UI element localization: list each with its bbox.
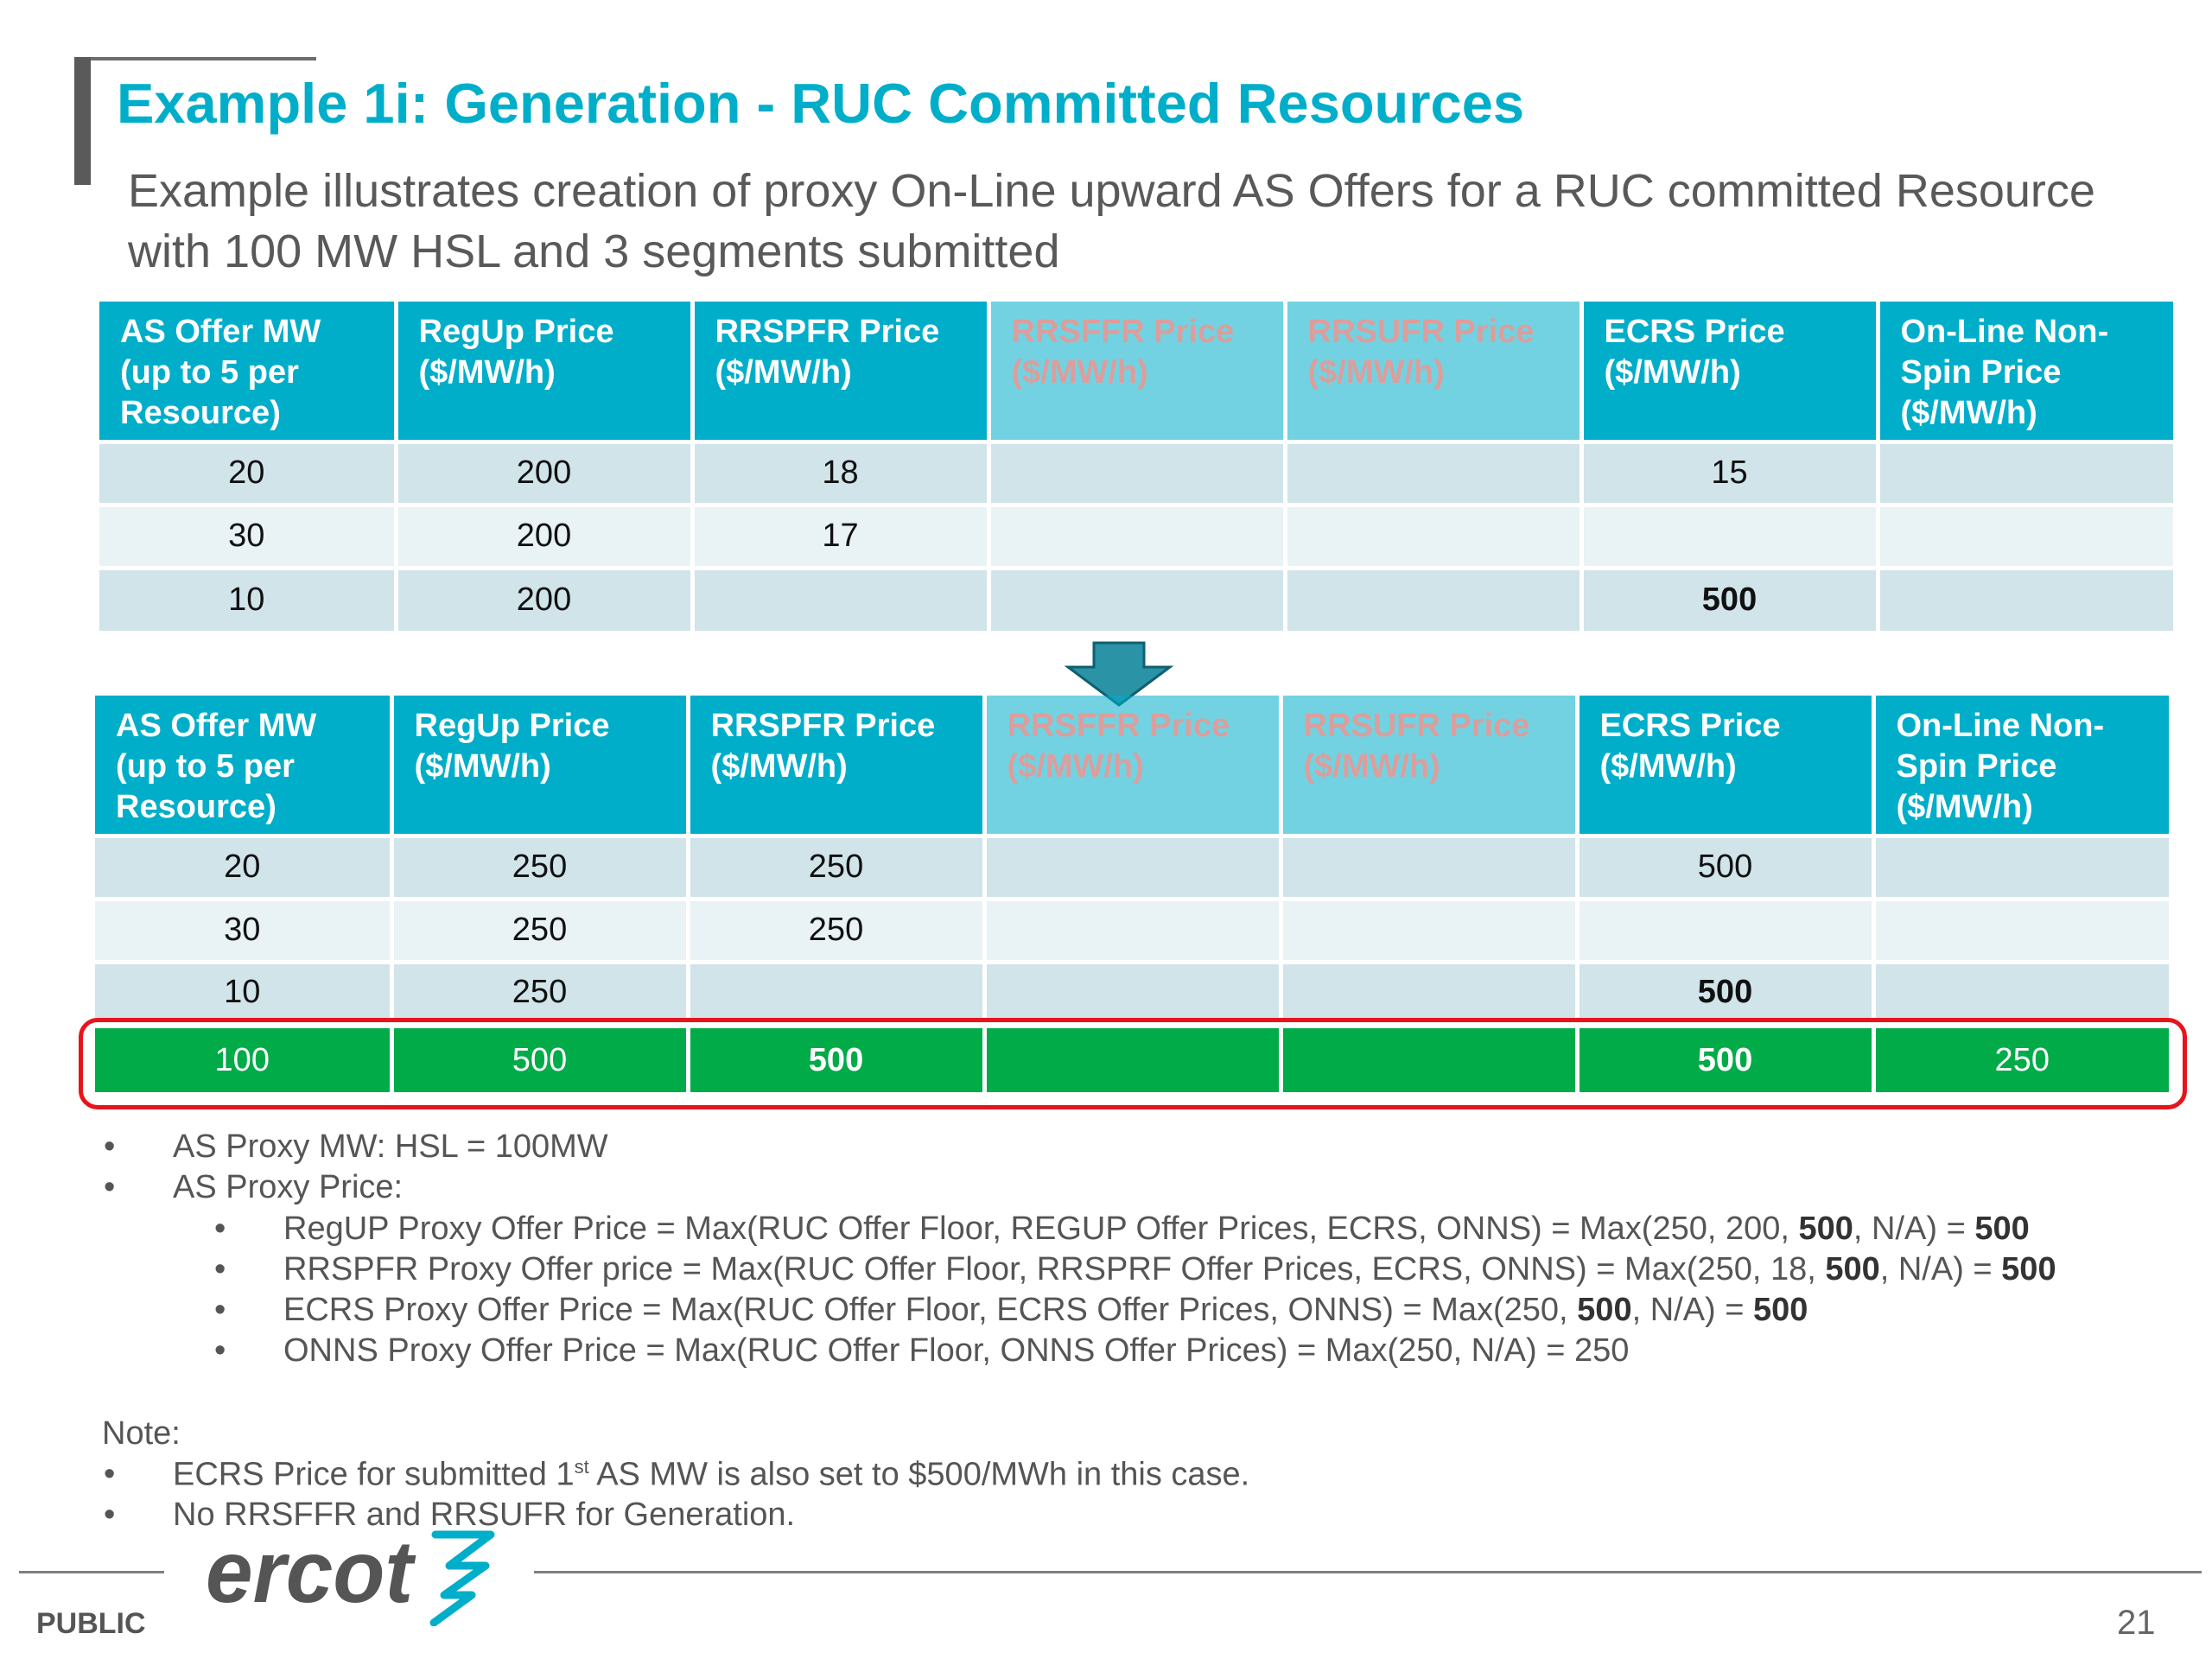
table-cell — [1878, 502, 2173, 568]
table-cell: 250 — [688, 833, 987, 899]
table-cell — [988, 502, 1287, 568]
proxy-cell: 250 — [1873, 1021, 2169, 1092]
table-cell: 500 — [1577, 833, 1876, 899]
table-row: 20 200 18 15 — [99, 439, 2173, 505]
title-bracket-top — [74, 57, 316, 60]
table-cell — [1873, 959, 2169, 1025]
header-online-nonspin-price: On-Line Non-Spin Price ($/MW/h) — [1878, 302, 2173, 442]
svg-text:ercot: ercot — [206, 1522, 416, 1621]
sub-bullet-regup: • RegUP Proxy Offer Price = Max(RUC Offer… — [214, 1211, 2030, 1247]
note-line-2: • No RRSFFR and RRSUFR for Generation. — [104, 1497, 796, 1533]
table-cell — [1281, 959, 1580, 1025]
table-header-row: AS Offer MW (up to 5 per Resource) RegUp… — [99, 302, 2173, 442]
header-ecrs-price: ECRS Price ($/MW/h) — [1581, 302, 1880, 442]
title-bracket-bar — [74, 57, 91, 185]
table-cell: 250 — [391, 959, 690, 1025]
table-row: 10 250 500 — [95, 959, 2169, 1025]
header-online-nonspin-price: On-Line Non-Spin Price ($/MW/h) — [1873, 696, 2169, 836]
header-as-offer-mw: AS Offer MW (up to 5 per Resource) — [95, 696, 394, 836]
note-line-1: • ECRS Price for submitted 1st AS MW is a… — [104, 1456, 1250, 1493]
page-title: Example 1i: Generation - RUC Committed R… — [117, 72, 1524, 135]
table-cell: 200 — [396, 502, 695, 568]
table-cell: 10 — [99, 565, 398, 631]
page-number: 21 — [2117, 1604, 2156, 1642]
table-cell — [988, 439, 1287, 505]
table-row: 30 200 17 — [99, 502, 2173, 568]
table-cell: 500 — [1577, 959, 1876, 1025]
proxy-offer-row: 100 500 500 500 250 — [95, 1021, 2169, 1092]
submitted-offers-table: AS Offer MW (up to 5 per Resource) RegUp… — [99, 302, 2173, 631]
table-cell — [988, 565, 1287, 631]
sub-bullet-onns: • ONNS Proxy Offer Price = Max(RUC Offer … — [214, 1332, 1630, 1369]
table-row: 20 250 250 500 — [95, 833, 2169, 899]
table-cell — [1285, 502, 1584, 568]
footer-divider-left — [19, 1571, 164, 1573]
header-rrsufr-price: RRSUFR Price ($/MW/h) — [1285, 302, 1584, 442]
table-header-row: AS Offer MW (up to 5 per Resource) RegUp… — [95, 696, 2169, 836]
page-subtitle: Example illustrates creation of proxy On… — [128, 165, 2095, 277]
public-label: PUBLIC — [36, 1607, 146, 1640]
table-cell: 20 — [95, 833, 394, 899]
proxy-cell: 500 — [688, 1021, 987, 1092]
table-cell — [984, 896, 1283, 962]
table-row: 30 250 250 — [95, 896, 2169, 962]
proxy-cell: 100 — [95, 1021, 394, 1092]
header-rrspfr-price: RRSPFR Price ($/MW/h) — [688, 696, 987, 836]
table-cell: 15 — [1581, 439, 1880, 505]
table-cell — [1873, 896, 2169, 962]
table-cell: 10 — [95, 959, 394, 1025]
header-regup-price: RegUp Price ($/MW/h) — [391, 696, 690, 836]
table-cell — [688, 959, 987, 1025]
table-cell: 20 — [99, 439, 398, 505]
table-cell — [1285, 439, 1584, 505]
sub-bullet-rrspfr: • RRSPFR Proxy Offer price = Max(RUC Offe… — [214, 1251, 2056, 1287]
ercot-bolt-icon — [429, 1530, 495, 1626]
proxy-cell: 500 — [391, 1021, 690, 1092]
header-as-offer-mw: AS Offer MW (up to 5 per Resource) — [99, 302, 398, 442]
header-rrspfr-price: RRSPFR Price ($/MW/h) — [692, 302, 991, 442]
table-cell: 250 — [688, 896, 987, 962]
footer-divider-right — [534, 1571, 2202, 1573]
table-cell — [984, 833, 1283, 899]
table-cell — [984, 959, 1283, 1025]
table-cell: 250 — [391, 833, 690, 899]
table-row: 10 200 500 — [99, 565, 2173, 631]
header-rrsufr-price: RRSUFR Price ($/MW/h) — [1281, 696, 1580, 836]
header-regup-price: RegUp Price ($/MW/h) — [396, 302, 695, 442]
proxy-cell — [1281, 1021, 1580, 1092]
sub-bullet-ecrs: • ECRS Proxy Offer Price = Max(RUC Offer … — [214, 1292, 1808, 1328]
proxy-cell: 500 — [1577, 1021, 1876, 1092]
table-cell: 17 — [692, 502, 991, 568]
table-cell — [1281, 833, 1580, 899]
table-cell — [1878, 439, 2173, 505]
header-ecrs-price: ECRS Price ($/MW/h) — [1577, 696, 1876, 836]
table-cell: 30 — [99, 502, 398, 568]
table-cell — [1281, 896, 1580, 962]
proxy-cell — [984, 1021, 1283, 1092]
ercot-logo: ercot — [206, 1522, 495, 1626]
header-rrsffr-price: RRSFFR Price ($/MW/h) — [988, 302, 1287, 442]
table-cell — [1581, 502, 1880, 568]
bullet-proxy-price: • AS Proxy Price: — [104, 1169, 404, 1205]
table-cell: 30 — [95, 896, 394, 962]
table-cell — [1873, 833, 2169, 899]
table-cell — [692, 565, 991, 631]
bullet-proxy-mw: • AS Proxy MW: HSL = 100MW — [104, 1128, 608, 1165]
table-cell: 200 — [396, 565, 695, 631]
table-cell: 200 — [396, 439, 695, 505]
table-cell — [1878, 565, 2173, 631]
table-cell: 500 — [1581, 565, 1880, 631]
table-cell — [1285, 565, 1584, 631]
table-cell: 250 — [391, 896, 690, 962]
header-rrsffr-price: RRSFFR Price ($/MW/h) — [984, 696, 1283, 836]
proxy-offers-table: AS Offer MW (up to 5 per Resource) RegUp… — [95, 696, 2169, 1092]
down-arrow-icon — [1065, 641, 1173, 707]
note-label: Note: — [102, 1415, 181, 1452]
table-cell — [1577, 896, 1876, 962]
table-cell: 18 — [692, 439, 991, 505]
